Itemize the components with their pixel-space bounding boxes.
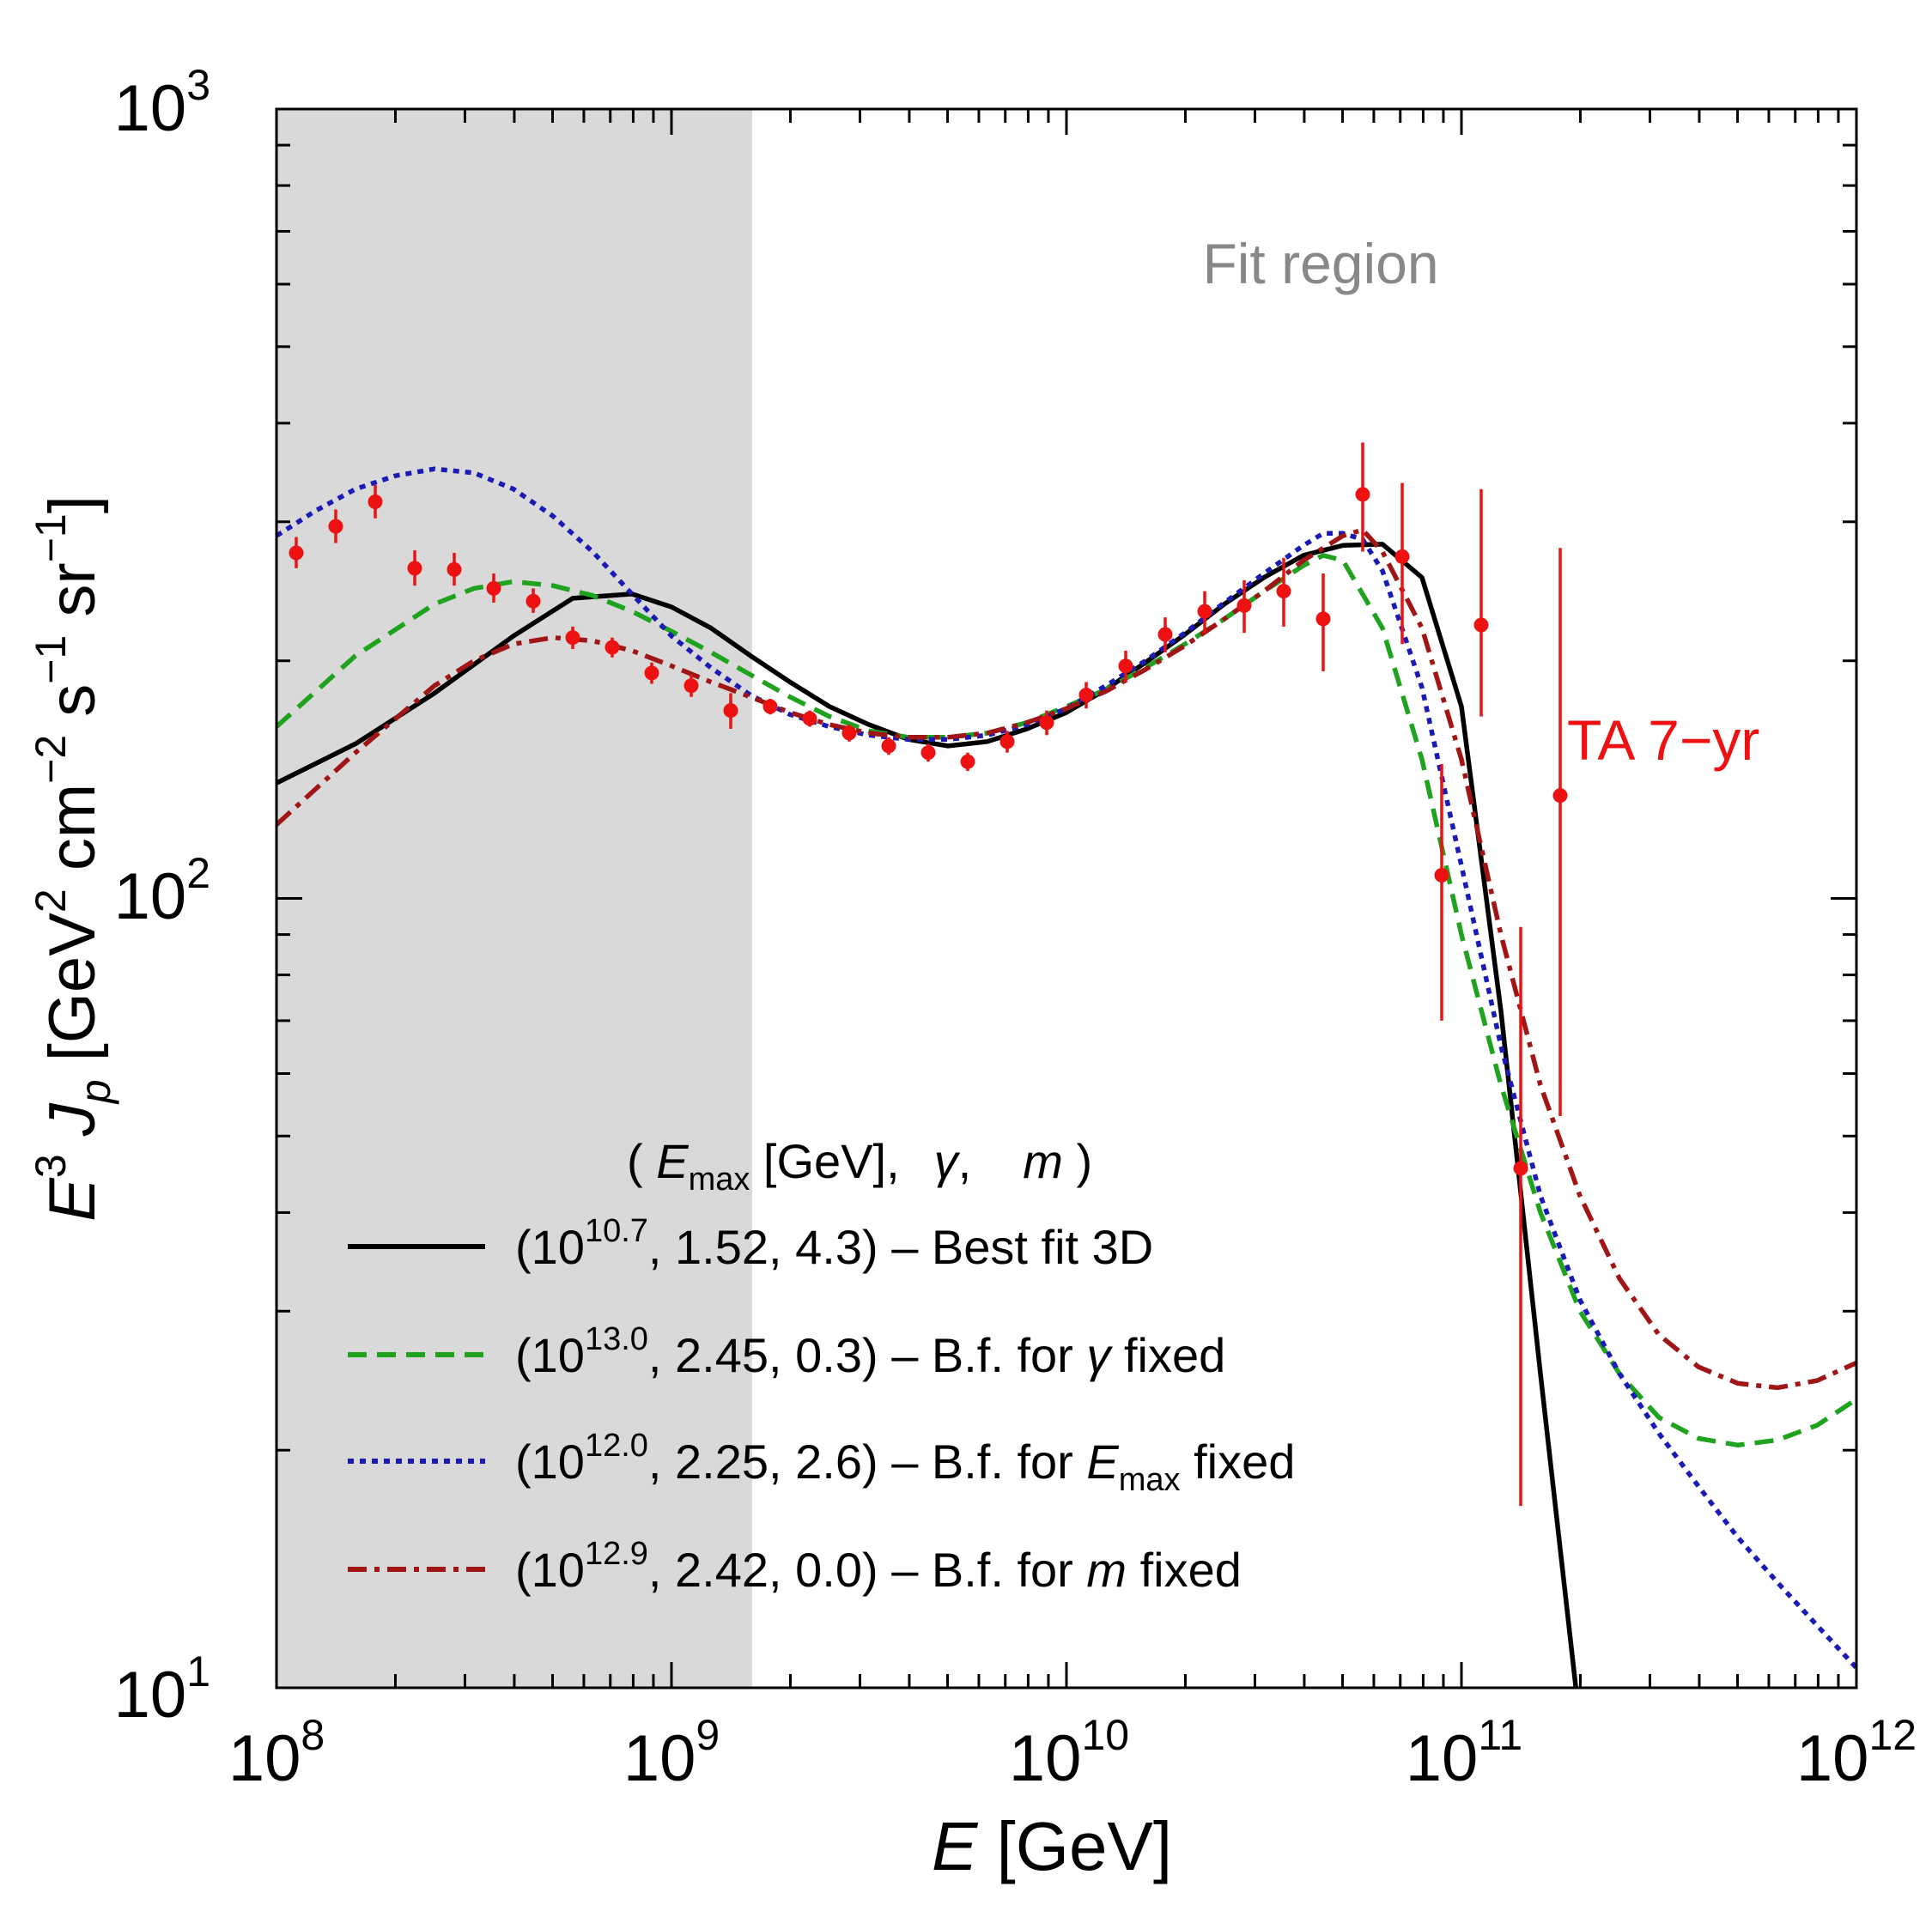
- legend: ( Emax [GeV], γ, m ) (1010.7, 1.52, 4.3) –…: [348, 1134, 1295, 1597]
- data-point: [723, 703, 738, 719]
- data-point: [1118, 658, 1133, 674]
- data-point: [1039, 715, 1054, 731]
- series-line-2: [276, 466, 1856, 1670]
- x-axis-label: E [GeV]: [932, 1808, 1172, 1884]
- y-tick-labels: 101 102 103: [114, 61, 210, 1732]
- data-points: [289, 442, 1568, 1507]
- data-point: [565, 630, 580, 646]
- legend-entry-gamma-fixed: (1013.0, 2.45, 0.3) – B.f. for γ fixed: [515, 1321, 1225, 1382]
- data-point: [1355, 487, 1370, 502]
- data-point: [1513, 1161, 1528, 1176]
- data-point: [999, 734, 1015, 749]
- y-tick-label: 102: [114, 849, 210, 933]
- data-point: [1078, 688, 1094, 703]
- data-point: [1236, 598, 1252, 613]
- data-point: [644, 665, 659, 681]
- data-point: [920, 745, 936, 761]
- data-point: [1552, 788, 1568, 804]
- x-tick-label: 1010: [1009, 1711, 1129, 1795]
- data-point: [881, 738, 896, 754]
- data-point: [1276, 584, 1291, 599]
- legend-entry-m-fixed: (1012.9, 2.42, 0.0) – B.f. for m fixed: [515, 1536, 1242, 1597]
- x-tick-label: 109: [623, 1711, 720, 1795]
- legend-header: ( Emax [GeV], γ, m ): [627, 1134, 1092, 1198]
- data-point: [368, 494, 383, 510]
- y-tick-label: 103: [114, 61, 210, 145]
- data-point: [1434, 867, 1449, 883]
- data-point: [605, 640, 620, 655]
- data-point: [683, 678, 699, 694]
- y-tick-label: 101: [114, 1647, 210, 1732]
- shaded-region: [276, 109, 752, 1688]
- data-point: [1394, 549, 1410, 564]
- legend-entry-emax-fixed: (1012.0, 2.25, 2.6) – B.f. for Emax fixe…: [515, 1428, 1295, 1498]
- plot-frame: [275, 107, 1858, 1690]
- ta-label: TA 7−yr: [1567, 708, 1759, 772]
- data-point: [1473, 617, 1489, 633]
- data-point: [802, 711, 817, 726]
- data-point: [960, 754, 975, 769]
- data-point: [328, 519, 343, 534]
- data-point: [407, 561, 422, 576]
- data-point: [841, 725, 857, 741]
- data-point: [526, 593, 541, 609]
- data-point: [1157, 627, 1173, 642]
- data-point: [762, 699, 778, 714]
- y-axis-label: E3 Jp [GeV2 cm−2 s−1 sr−1]: [27, 495, 119, 1222]
- data-point: [289, 545, 304, 561]
- data-point: [447, 561, 462, 577]
- data-point: [486, 580, 501, 596]
- axis-ticks: [275, 109, 1856, 1690]
- data-point: [1197, 604, 1212, 619]
- x-tick-label: 1012: [1796, 1711, 1917, 1795]
- legend-entry-best-fit: (1010.7, 1.52, 4.3) – Best fit 3D: [515, 1213, 1153, 1274]
- fit-region-label: Fit region: [1202, 232, 1438, 295]
- x-tick-labels: 108 109 1010 1011 1012: [228, 1711, 1917, 1795]
- x-tick-label: 108: [228, 1711, 325, 1795]
- data-point: [1315, 611, 1331, 627]
- x-tick-label: 1011: [1406, 1711, 1522, 1795]
